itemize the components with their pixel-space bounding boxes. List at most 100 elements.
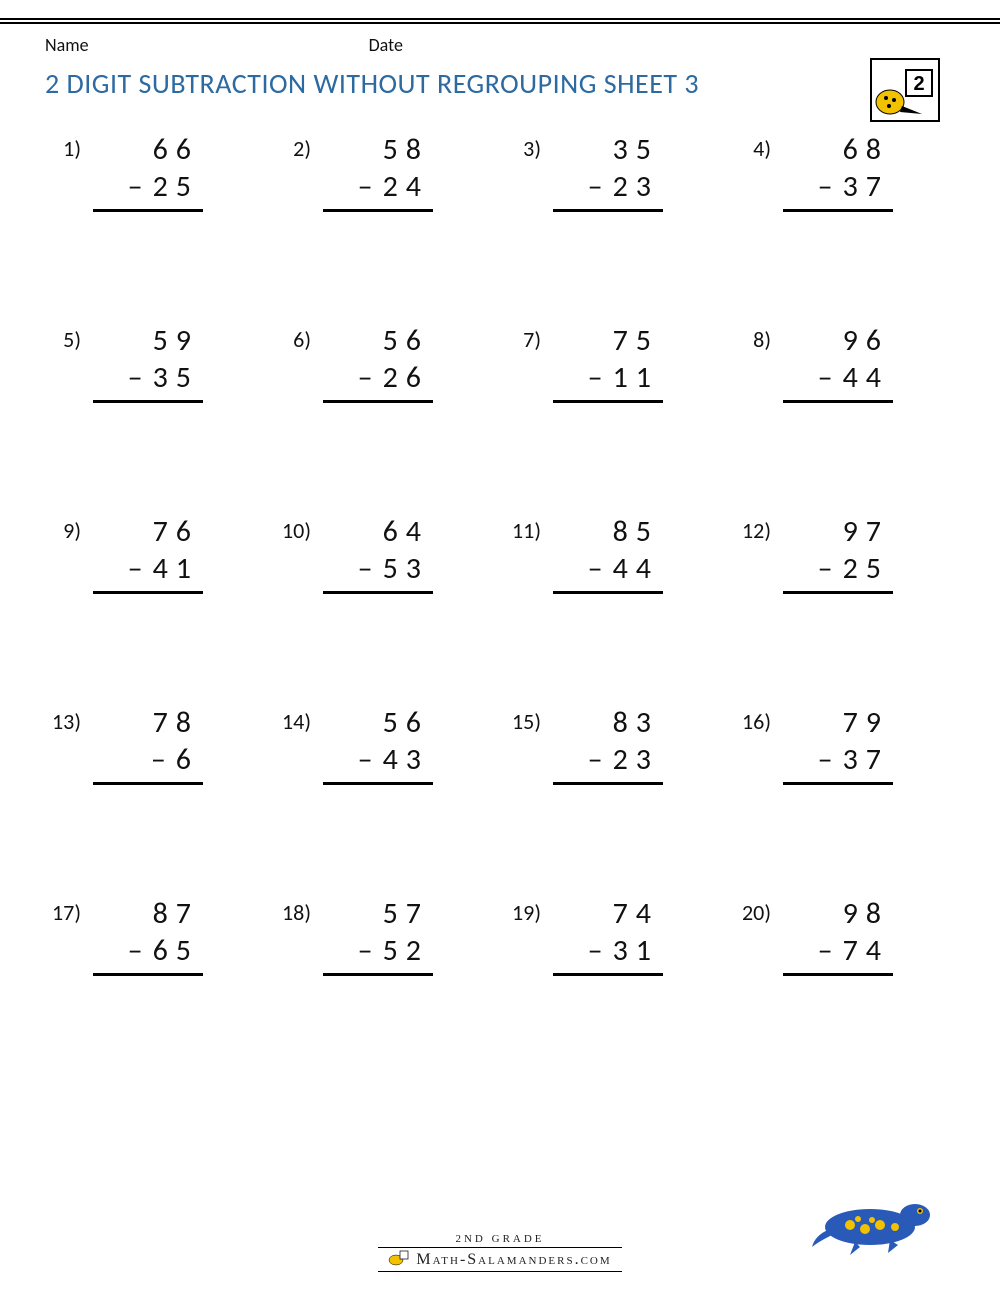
subtrahend: –52 (323, 932, 433, 976)
minus-sign: – (128, 932, 147, 969)
problem-math: 85–44 (553, 513, 663, 594)
subtrahend: –37 (783, 741, 893, 785)
subtrahend-value: 37 (843, 168, 889, 205)
minus-sign: – (818, 932, 837, 969)
site-logo: 2 (870, 58, 940, 122)
problem: 4)68–37 (735, 131, 955, 212)
subtrahend: –25 (783, 550, 893, 594)
problem: 13)78–6 (45, 704, 265, 785)
problem: 20) 98–74 (735, 895, 955, 976)
problem-math: 58–24 (323, 131, 433, 212)
subtrahend: –25 (93, 168, 203, 212)
problem: 15)83–23 (505, 704, 725, 785)
name-label: Name (45, 34, 89, 56)
subtrahend-value: 65 (153, 932, 199, 969)
problem-math: 97–25 (783, 513, 893, 594)
problem: 17) 87–65 (45, 895, 265, 976)
problem-number: 11) (505, 513, 541, 544)
header-row: Name Date (45, 34, 955, 56)
subtrahend: –23 (553, 741, 663, 785)
minuend: 35 (553, 131, 663, 168)
logo-number: 2 (913, 73, 924, 95)
minus-sign: – (358, 741, 377, 778)
subtrahend-value: 6 (176, 741, 199, 778)
subtrahend-value: 44 (843, 359, 889, 396)
subtrahend: –23 (553, 168, 663, 212)
minus-sign: – (588, 168, 607, 205)
subtrahend: –43 (323, 741, 433, 785)
problem: 9) 76–41 (45, 513, 265, 594)
top-rule (0, 18, 1000, 24)
minuend: 87 (93, 895, 203, 932)
minus-sign: – (128, 359, 147, 396)
problem-math: 56–43 (323, 704, 433, 785)
footer-grade: 2ND GRADE (0, 1233, 1000, 1245)
problem-number: 7) (505, 322, 541, 353)
minuend: 83 (553, 704, 663, 741)
worksheet-page: Name Date 2 2 DIGIT SUBTRACTION WITHOUT … (0, 34, 1000, 976)
minus-sign: – (818, 550, 837, 587)
problem: 6)56–26 (275, 322, 495, 403)
minus-sign: – (818, 168, 837, 205)
subtrahend-value: 44 (613, 550, 659, 587)
minuend: 75 (553, 322, 663, 359)
minus-sign: – (588, 932, 607, 969)
problem: 14)56–43 (275, 704, 495, 785)
problem-number: 16) (735, 704, 771, 735)
minus-sign: – (818, 741, 837, 778)
problem: 12) 97–25 (735, 513, 955, 594)
subtrahend-value: 25 (153, 168, 199, 205)
minuend: 98 (783, 895, 893, 932)
minus-sign: – (358, 359, 377, 396)
subtrahend: –24 (323, 168, 433, 212)
subtrahend-value: 31 (613, 932, 659, 969)
subtrahend: –41 (93, 550, 203, 594)
minus-sign: – (358, 168, 377, 205)
minus-sign: – (358, 550, 377, 587)
subtrahend: –26 (323, 359, 433, 403)
problem: 7) 75–11 (505, 322, 725, 403)
problem-number: 10) (275, 513, 311, 544)
subtrahend-value: 25 (843, 550, 889, 587)
minus-sign: – (588, 741, 607, 778)
minuend: 76 (93, 513, 203, 550)
subtrahend: –44 (553, 550, 663, 594)
minuend: 79 (783, 704, 893, 741)
problem-number: 8) (735, 322, 771, 353)
problem-number: 20) (735, 895, 771, 926)
footer: 2ND GRADE Math-Salamanders.com (0, 1233, 1000, 1272)
problem-math: 79–37 (783, 704, 893, 785)
problem-number: 3) (505, 131, 541, 162)
problem-math: 83–23 (553, 704, 663, 785)
problem-number: 17) (45, 895, 81, 926)
problem-number: 2) (275, 131, 311, 162)
minus-sign: – (588, 359, 607, 396)
subtrahend: –37 (783, 168, 893, 212)
problem-math: 59–35 (93, 322, 203, 403)
problem-math: 64–53 (323, 513, 433, 594)
problem-math: 57–52 (323, 895, 433, 976)
problem-number: 12) (735, 513, 771, 544)
problem-math: 76–41 (93, 513, 203, 594)
subtrahend-value: 43 (383, 741, 429, 778)
problem-math: 96–44 (783, 322, 893, 403)
subtrahend-value: 37 (843, 741, 889, 778)
minuend: 85 (553, 513, 663, 550)
minuend: 74 (553, 895, 663, 932)
minus-sign: – (128, 168, 147, 205)
problem-math: 35–23 (553, 131, 663, 212)
subtrahend-value: 52 (383, 932, 429, 969)
problem-math: 75–11 (553, 322, 663, 403)
problem-number: 9) (45, 513, 81, 544)
minus-sign: – (128, 550, 147, 587)
date-label: Date (369, 34, 403, 56)
subtrahend: –35 (93, 359, 203, 403)
minuend: 97 (783, 513, 893, 550)
subtrahend-value: 74 (843, 932, 889, 969)
problem-math: 66–25 (93, 131, 203, 212)
footer-site-text: Math-Salamanders.com (416, 1251, 611, 1268)
minus-sign: – (151, 741, 170, 778)
problem-math: 56–26 (323, 322, 433, 403)
subtrahend: –53 (323, 550, 433, 594)
minuend: 58 (323, 131, 433, 168)
